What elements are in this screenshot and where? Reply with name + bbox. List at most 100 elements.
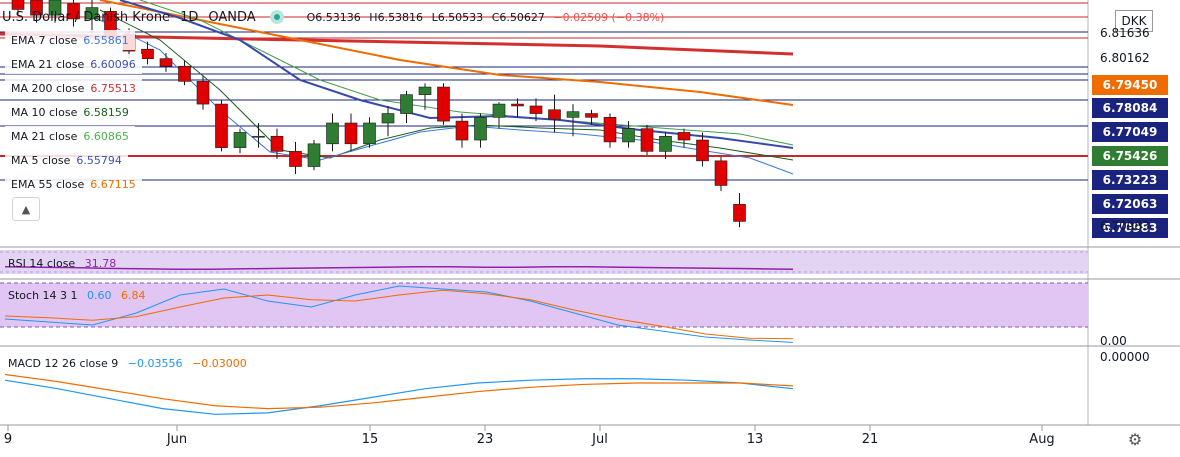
- candle-body: [474, 117, 487, 141]
- price-tag: 6.75426: [1092, 146, 1168, 166]
- candle-body: [511, 103, 524, 107]
- candle-body: [11, 0, 25, 10]
- candle-body: [585, 113, 598, 118]
- candle-body: [30, 0, 43, 16]
- candle-body: [252, 135, 265, 138]
- ohlc-values: O6.53136 H6.53816 L6.50533 C6.50627 −0.0…: [302, 11, 665, 24]
- candle-body: [289, 151, 302, 167]
- candle-body: [270, 135, 284, 152]
- candle-body: [307, 143, 321, 167]
- price-axis-label: 6.81636: [1100, 26, 1150, 40]
- macd-legend: MACD 12 26 close 9 −0.03556 −0.03000: [8, 357, 247, 370]
- ma-200-line: [0, 32, 794, 56]
- collapse-legend-button[interactable]: ▲: [12, 197, 40, 221]
- rsi-line: [4, 266, 794, 270]
- legend-row[interactable]: EMA 21 close 6.60096: [5, 54, 142, 74]
- legend-row[interactable]: MA 200 close 6.75513: [5, 78, 142, 98]
- price-tag: 6.72063: [1092, 194, 1168, 214]
- legend-label: MA 200 close: [11, 81, 85, 95]
- price-axis-label: 6.80162: [1100, 51, 1150, 65]
- candle-body: [437, 86, 450, 122]
- candle-body: [141, 48, 154, 59]
- open-value: O6.53136: [306, 10, 361, 24]
- ema-21-line: [119, 0, 794, 149]
- candle-body: [85, 7, 99, 20]
- broker-label: OANDA: [208, 9, 256, 25]
- legend-row[interactable]: EMA 7 close 6.55861: [5, 30, 135, 50]
- low-value: L6.50533: [431, 10, 484, 24]
- candle-body: [640, 128, 654, 152]
- gear-icon[interactable]: ⚙: [1127, 430, 1143, 449]
- price-tag: 6.70983: [1092, 218, 1168, 238]
- legend-row[interactable]: EMA 55 close 6.67115: [5, 174, 142, 194]
- candle-body: [603, 117, 617, 143]
- legend-label: MA 21 close: [11, 129, 78, 143]
- x-axis-label: Jun: [166, 432, 188, 447]
- x-axis-label: 9: [3, 432, 13, 447]
- change-value: −0.02509 (−0.38%): [553, 10, 665, 24]
- legend-value: 6.67115: [90, 177, 136, 191]
- stoch-k-value: 0.60: [87, 289, 112, 302]
- symbol-name[interactable]: U.S. Dollar / Danish Krone: [2, 9, 171, 25]
- rsi-band: [0, 250, 1088, 274]
- candle-body: [733, 204, 746, 222]
- legend-label: MA 10 close: [11, 105, 78, 119]
- price-tag: 6.73223: [1092, 170, 1168, 190]
- x-axis-label: 23: [476, 432, 494, 447]
- legend-value: 6.58159: [83, 105, 129, 119]
- price-tag: 6.79450: [1092, 75, 1168, 95]
- candle-body: [677, 132, 691, 141]
- price-axis-label: 6.70983: [1100, 219, 1150, 233]
- legend-row[interactable]: MA 21 close 6.60865: [5, 126, 135, 146]
- currency-label[interactable]: DKK: [1115, 10, 1153, 32]
- candle-body: [344, 122, 358, 145]
- candle-body: [714, 160, 728, 186]
- candle-body: [48, 0, 62, 16]
- chart-header: U.S. Dollar / Danish Krone 1D OANDA O6.5…: [2, 6, 664, 28]
- candle-body: [159, 58, 173, 67]
- candle-body: [548, 109, 561, 120]
- stoch-label: Stoch 14 3 1: [8, 289, 78, 302]
- legend-value: 6.55861: [83, 33, 129, 47]
- candle-body: [215, 103, 228, 148]
- legend-value: 6.60096: [90, 57, 136, 71]
- macd-label: MACD 12 26 close 9: [8, 357, 119, 370]
- legend-value: 6.75513: [90, 81, 136, 95]
- ema-55-line: [99, 0, 794, 106]
- macd-line: [4, 378, 794, 415]
- x-axis-label: Aug: [1029, 432, 1055, 447]
- price-tag: 6.77049: [1092, 122, 1168, 142]
- legend-value: 6.60865: [83, 129, 129, 143]
- stoch-legend: Stoch 14 3 1 0.60 6.84: [8, 289, 146, 302]
- candle-body: [233, 132, 247, 148]
- legend-row[interactable]: MA 5 close 6.55794: [5, 150, 128, 170]
- candle-body: [196, 81, 210, 105]
- x-axis-label: 15: [361, 432, 379, 447]
- legend-row[interactable]: MA 10 close 6.58159: [5, 102, 135, 122]
- legend-label: EMA 21 close: [11, 57, 85, 71]
- candle-body: [418, 86, 432, 95]
- macd-axis-label: 0.00000: [1100, 350, 1150, 364]
- close-value: C6.50627: [491, 10, 545, 24]
- candle-body: [492, 103, 506, 118]
- candle-body: [622, 128, 635, 143]
- market-status-icon: [269, 10, 284, 24]
- legend-label: EMA 7 close: [11, 33, 78, 47]
- x-axis-label: 13: [746, 432, 764, 447]
- candle-body: [659, 135, 672, 152]
- x-axis-label: Jul: [592, 432, 608, 447]
- stoch-axis-label: 0.00: [1100, 334, 1127, 348]
- candle-body: [326, 122, 339, 145]
- high-value: H6.53816: [369, 10, 424, 24]
- rsi-label: RSI 14 close: [8, 257, 76, 270]
- interval-label[interactable]: 1D: [180, 9, 199, 25]
- candle-body: [529, 105, 543, 114]
- candle-body: [696, 139, 709, 162]
- legend-label: MA 5 close: [11, 153, 71, 167]
- rsi-value: 31.78: [84, 257, 117, 270]
- stoch-k-line: [4, 285, 794, 343]
- candle-body: [566, 111, 580, 118]
- candle-body: [363, 122, 376, 145]
